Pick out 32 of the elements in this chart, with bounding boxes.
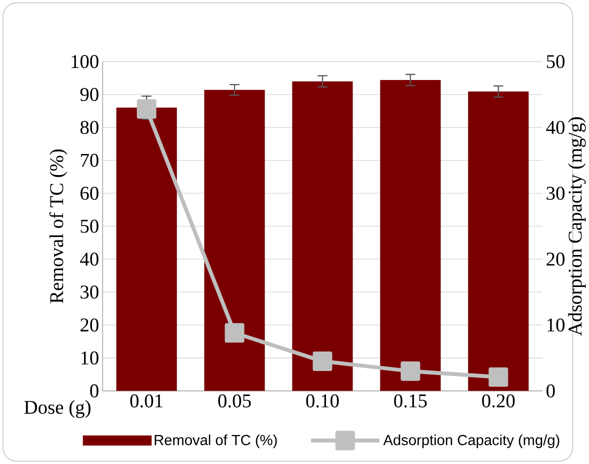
y-tick-label: 60 [80,186,98,200]
point [224,323,244,343]
x-tick-label: 0.10 [306,394,339,408]
y-tick-label: 50 [80,220,98,233]
y-tick-label: 80 [80,120,98,134]
x-tick-label: 0.01 [130,394,162,408]
y2-axis-title: Adsorption Capacity (mg/g) [568,117,586,336]
legend-label: Removal of TC (%) [154,434,277,448]
point [488,367,508,387]
y-tick-label: 30 [80,285,98,299]
y-tick-label: 100 [72,54,98,68]
y-axis-title: Removal of TC (%) [49,149,68,304]
y2-tick-label: 10 [548,318,565,332]
y-tick-label: 10 [81,351,98,364]
x-tick-label: 0.15 [394,394,427,408]
point [312,351,332,371]
y2-tick-label: 30 [546,186,565,200]
y-tick-label: 20 [80,318,98,332]
point [400,361,420,381]
y2-tick-label: 40 [546,120,565,134]
y-tick-label: 70 [80,154,98,167]
point [136,99,156,119]
y2-tick-label: 50 [546,54,565,68]
y2-tick-label: 20 [546,252,565,266]
legend-label: Adsorption Capacity (mg/g) [383,434,560,448]
y-tick-label: 90 [80,88,98,101]
x-tick-label: 0.05 [218,394,251,408]
x-axis-title: Dose (g) [24,400,90,418]
y2-tick-label: 0 [546,384,555,398]
y-tick-label: 40 [80,252,98,266]
y-tick-label: 0 [90,384,98,398]
x-tick-label: 0.20 [482,394,515,408]
